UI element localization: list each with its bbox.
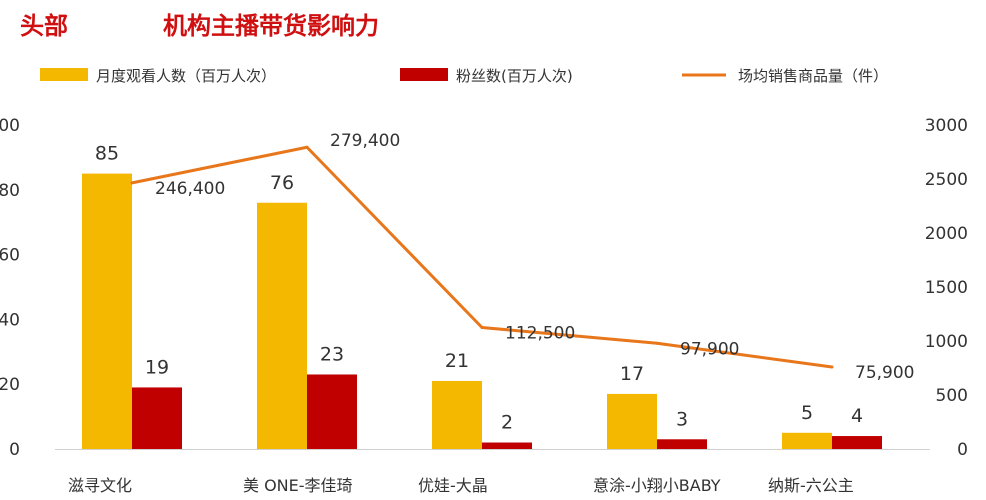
line-value-label: 75,900 — [855, 363, 914, 383]
line-point — [655, 341, 659, 345]
bar-value-label: 76 — [270, 172, 294, 194]
bar-value-label: 3 — [676, 408, 688, 430]
bar-value-label: 23 — [320, 343, 344, 365]
line-value-label: 246,400 — [155, 179, 225, 199]
category-label: 纳斯-六公主 — [768, 476, 854, 495]
line-point — [480, 326, 484, 329]
line-value-label: 97,900 — [680, 339, 739, 359]
left-axis: 0 20 40 60 80 100 — [0, 116, 20, 460]
right-tick-label: 1500 — [925, 278, 968, 298]
line-value-label: 279,400 — [330, 131, 400, 151]
chart-title-left: 头部 — [20, 12, 68, 40]
right-tick-label: 500 — [936, 386, 968, 406]
right-tick-label: 1000 — [925, 332, 968, 352]
watermark: 知乎 @直播眼资讯 — [720, 448, 886, 472]
x-axis: 滋寻文化 美 ONE-李佳琦 优娃-大晶 意涂-小翔小BABY 纳斯-六公主 — [55, 449, 930, 495]
line-value-label: 112,500 — [505, 324, 575, 344]
category-label: 优娃-大晶 — [418, 476, 488, 495]
chart-title-right: 机构主播带货影响力 — [163, 12, 379, 40]
legend: 月度观看人数（百万人次） 粉丝数(百万人次) 场均销售商品量（件） — [40, 67, 888, 85]
bar-value-label: 5 — [801, 402, 813, 424]
category-label: 滋寻文化 — [68, 476, 132, 495]
bar-0-3 — [607, 393, 657, 449]
bar-value-label: 17 — [620, 363, 644, 385]
right-tick-label: 2500 — [925, 170, 968, 190]
line-path — [131, 145, 833, 369]
line-series — [130, 145, 834, 369]
line-point — [130, 181, 134, 185]
bars — [82, 173, 882, 449]
left-tick-label: 100 — [0, 116, 20, 136]
right-axis: 0 500 1000 1500 2000 2500 3000 — [925, 116, 968, 460]
right-tick-label: 3000 — [925, 116, 968, 136]
bar-value-label: 19 — [145, 356, 169, 378]
bar-1-3 — [657, 439, 707, 449]
left-tick-label: 80 — [0, 181, 20, 201]
bar-value-label: 4 — [851, 405, 863, 427]
left-tick-label: 40 — [0, 310, 20, 330]
left-tick-label: 20 — [0, 375, 20, 395]
bar-0-1 — [257, 202, 307, 449]
bar-value-label: 85 — [95, 143, 119, 165]
bar-1-4 — [832, 436, 882, 449]
left-tick-label: 60 — [0, 246, 20, 266]
bar-value-label: 2 — [501, 412, 513, 434]
right-tick-label: 2000 — [925, 224, 968, 244]
line-point — [305, 145, 309, 149]
left-tick-label: 0 — [9, 440, 20, 460]
legend-label-1: 粉丝数(百万人次) — [456, 67, 573, 85]
bar-0-4 — [782, 432, 832, 449]
bar-0-0 — [82, 173, 132, 449]
legend-label-0: 月度观看人数（百万人次） — [96, 67, 276, 85]
bar-0-2 — [432, 380, 482, 449]
right-tick-label: 0 — [957, 440, 968, 460]
legend-swatch-0 — [40, 68, 88, 81]
bar-1-0 — [132, 387, 182, 449]
bar-1-1 — [307, 374, 357, 449]
bar-1-2 — [482, 442, 532, 449]
category-label: 美 ONE-李佳琦 — [243, 476, 353, 495]
legend-label-2: 场均销售商品量（件） — [738, 67, 888, 85]
legend-swatch-1 — [400, 68, 448, 81]
bar-value-label: 21 — [445, 350, 469, 372]
line-point — [830, 365, 834, 369]
category-label: 意涂-小翔小BABY — [593, 476, 721, 495]
